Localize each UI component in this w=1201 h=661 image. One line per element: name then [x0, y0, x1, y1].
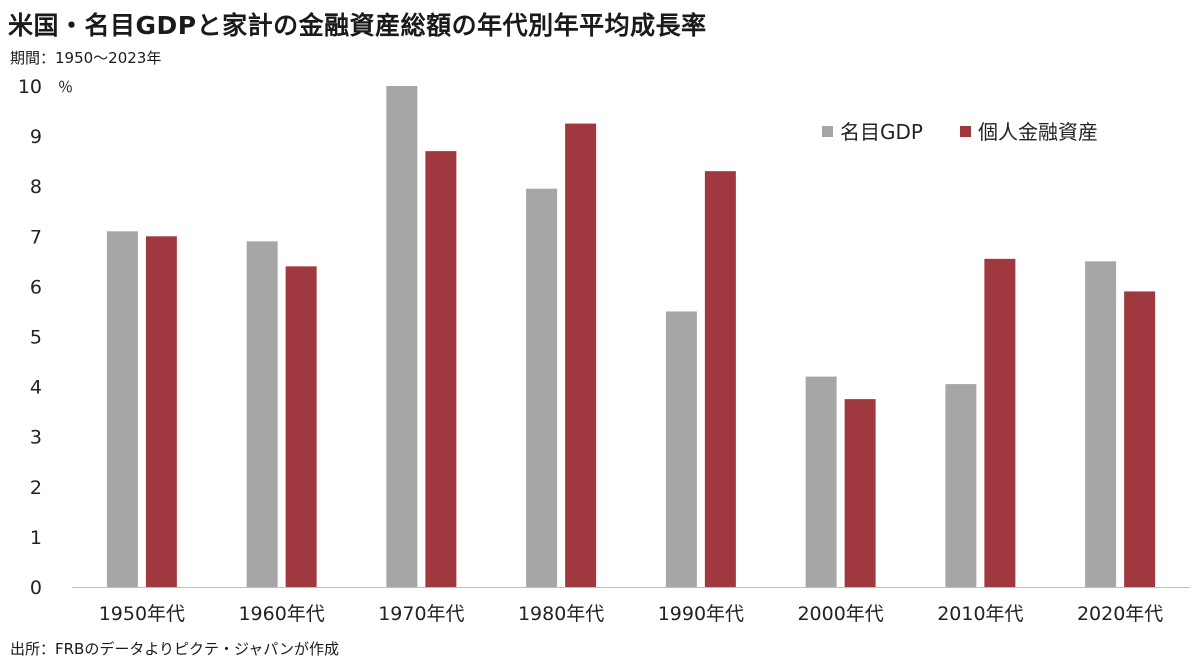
y-tick-label: 3 — [30, 427, 42, 449]
bar-financial-assets — [565, 123, 597, 587]
y-unit-label: ％ — [58, 78, 73, 96]
bar-financial-assets — [844, 399, 876, 587]
bar-gdp — [665, 311, 697, 587]
y-tick-label: 7 — [30, 226, 42, 248]
legend-label: 個人金融資産 — [978, 120, 1098, 144]
y-tick-label: 0 — [30, 577, 42, 599]
legend-label: 名目GDP — [840, 120, 923, 144]
y-tick-label: 5 — [30, 327, 42, 349]
y-tick-label: 8 — [30, 176, 42, 198]
bar-financial-assets — [425, 151, 457, 587]
x-tick-label: 1960年代 — [238, 603, 324, 625]
y-tick-label: 6 — [30, 276, 42, 298]
source-note: 出所：FRBのデータよりピクテ・ジャパンが作成 — [10, 640, 340, 658]
bar-financial-assets — [984, 258, 1016, 587]
bar-financial-assets — [145, 236, 177, 588]
y-tick-label: 2 — [30, 477, 42, 499]
bar-gdp — [945, 384, 977, 587]
bar-financial-assets — [704, 171, 736, 588]
legend-swatch — [960, 126, 971, 137]
y-tick-label: 4 — [30, 377, 42, 399]
y-tick-label: 10 — [18, 76, 42, 98]
x-tick-label: 1950年代 — [99, 603, 185, 625]
x-tick-label: 2010年代 — [937, 603, 1023, 625]
chart-title: 米国・名目GDPと家計の金融資産総額の年代別年平均成長率 — [8, 11, 707, 40]
bar-gdp — [805, 376, 837, 587]
chart-subtitle: 期間：1950～2023年 — [10, 49, 162, 67]
bar-gdp — [526, 188, 558, 587]
x-axis: 1950年代 1960年代 1970年代 1980年代 1990年代 2000年代 2010… — [99, 603, 1164, 625]
x-tick-label: 1970年代 — [378, 603, 464, 625]
x-tick-label: 1990年代 — [658, 603, 744, 625]
x-tick-label: 2000年代 — [797, 603, 883, 625]
y-tick-label: 9 — [30, 126, 42, 148]
x-tick-label: 2020年代 — [1077, 603, 1163, 625]
bar-gdp — [246, 241, 278, 587]
bar-gdp — [386, 86, 418, 587]
bars-group — [106, 86, 1156, 588]
legend-swatch — [822, 126, 833, 137]
y-axis: 0 1 2 3 4 5 6 7 8 9 10 ％ — [18, 76, 73, 599]
bar-gdp — [106, 231, 138, 588]
y-tick-label: 1 — [30, 527, 42, 549]
legend: 名目GDP 個人金融資産 — [822, 120, 1098, 144]
bar-gdp — [1085, 261, 1117, 587]
x-tick-label: 1980年代 — [518, 603, 604, 625]
bar-financial-assets — [285, 266, 317, 587]
bar-financial-assets — [1124, 291, 1156, 587]
